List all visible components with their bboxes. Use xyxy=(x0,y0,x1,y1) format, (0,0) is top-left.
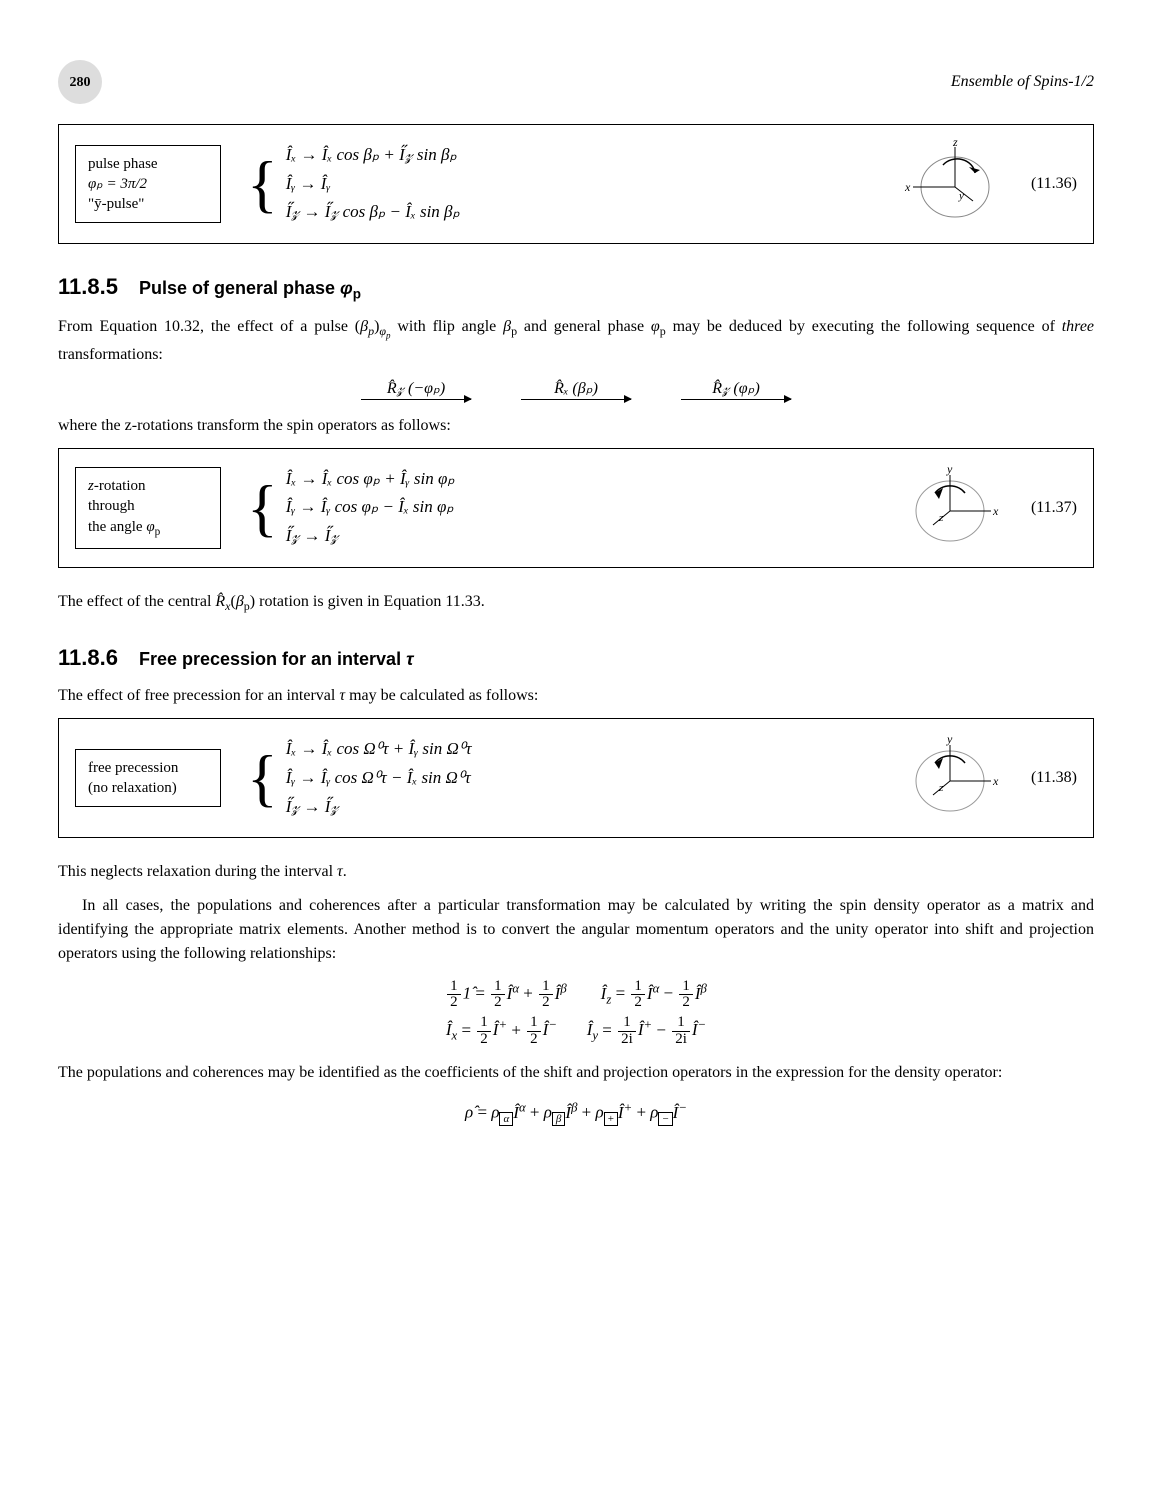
equation-number: (11.36) xyxy=(1031,172,1077,196)
axis-label: y xyxy=(946,733,953,746)
relationship-equations: 121̂ = 12Îα + 12Îβ Îz = 12Îα − 12Îβ Îx =… xyxy=(58,976,1094,1049)
eq-row: Îx = 12Î+ + 12Î− Îy = 12iÎ+ − 12iÎ− xyxy=(58,1013,1094,1050)
equation-number: (11.37) xyxy=(1031,496,1077,520)
eq-line: I̋𝓏 → I̋𝓏 xyxy=(286,793,472,822)
paragraph: where the z-rotations transform the spin… xyxy=(58,414,1094,438)
label-line: through xyxy=(88,496,208,516)
running-head: Ensemble of Spins-1/2 xyxy=(951,70,1094,94)
label-line: pulse phase xyxy=(88,154,208,174)
rotation-label-box: z-rotation through the angle φp xyxy=(75,467,221,549)
label-line: the angle φp xyxy=(88,517,208,540)
density-operator-equation: ρ̂ = ραÎα + ρβÎβ + ρ+Î+ + ρ−Î− xyxy=(58,1095,1094,1130)
equation-box-11-38: free precession (no relaxation) { Îₓ → Î… xyxy=(58,718,1094,838)
arrow-icon xyxy=(361,399,471,400)
rotation-diagram-precession: y x z xyxy=(895,733,1005,823)
axis-label: z xyxy=(952,139,958,149)
rotation-diagram-xz: z x y xyxy=(895,139,1005,229)
section-title: Pulse of general phase φp xyxy=(139,278,361,298)
equation-content: { Îₓ → Îₓ cos βₚ + I̋𝓏 sin βₚ Îᵧ → Îᵧ I̋… xyxy=(247,141,869,228)
paragraph: In all cases, the populations and cohere… xyxy=(58,894,1094,966)
arrow-item: R̂𝓏 (−φₚ) xyxy=(361,377,471,400)
eq-line: Îᵧ → Îᵧ xyxy=(286,170,460,199)
eq-line: Îᵧ → Îᵧ cos φₚ − Îₓ sin φₚ xyxy=(286,493,455,522)
eq-row: 121̂ = 12Îα + 12Îβ Îz = 12Îα − 12Îβ xyxy=(58,976,1094,1013)
axis-label: x xyxy=(992,504,999,518)
section-heading-11-8-5: 11.8.5 Pulse of general phase φp xyxy=(58,270,1094,305)
label-line: z-rotation xyxy=(88,476,208,496)
page-header: 280 Ensemble of Spins-1/2 xyxy=(58,60,1094,104)
transformation-arrows: R̂𝓏 (−φₚ) R̂ₓ (βₚ) R̂𝓏 (φₚ) xyxy=(58,377,1094,400)
arrow-label: R̂𝓏 (−φₚ) xyxy=(361,377,471,401)
left-brace-icon: { xyxy=(247,479,278,537)
axis-label: z xyxy=(938,512,944,524)
label-line: free precession xyxy=(88,758,208,778)
arrow-item: R̂ₓ (βₚ) xyxy=(521,377,631,400)
label-line: (no relaxation) xyxy=(88,778,208,798)
axis-label: y xyxy=(958,190,964,202)
left-brace-icon: { xyxy=(247,749,278,807)
arrow-label: R̂𝓏 (φₚ) xyxy=(681,377,791,401)
eq-line: Îᵧ → Îᵧ cos Ω⁰τ − Îₓ sin Ω⁰τ xyxy=(286,764,472,793)
page-number: 280 xyxy=(70,72,91,93)
paragraph: The effect of free precession for an int… xyxy=(58,684,1094,708)
page-number-badge: 280 xyxy=(58,60,102,104)
arrow-label: R̂ₓ (βₚ) xyxy=(521,377,631,401)
paragraph: This neglects relaxation during the inte… xyxy=(58,860,1094,884)
label-line: "ȳ-pulse" xyxy=(88,194,208,214)
precession-label-box: free precession (no relaxation) xyxy=(75,749,221,808)
paragraph: From Equation 10.32, the effect of a pul… xyxy=(58,315,1094,367)
eq-line: Îₓ → Îₓ cos βₚ + I̋𝓏 sin βₚ xyxy=(286,141,460,170)
axis-label: x xyxy=(992,774,999,788)
eq-line: Îₓ → Îₓ cos φₚ + Îᵧ sin φₚ xyxy=(286,465,455,494)
paragraph: The effect of the central R̂x(βp) rotati… xyxy=(58,590,1094,615)
left-brace-icon: { xyxy=(247,155,278,213)
axis-label: y xyxy=(946,463,953,476)
arrow-icon xyxy=(681,399,791,400)
axis-label: z xyxy=(938,782,944,794)
equation-box-11-37: z-rotation through the angle φp { Îₓ → Î… xyxy=(58,448,1094,568)
section-number: 11.8.6 xyxy=(58,645,118,670)
eq-line: I̋𝓏 → I̋𝓏 xyxy=(286,522,455,551)
axis-label: x xyxy=(904,180,911,194)
pulse-label-box: pulse phase φₚ = 3π/2 "ȳ-pulse" xyxy=(75,145,221,224)
equation-number: (11.38) xyxy=(1031,766,1077,790)
paragraph: The populations and coherences may be id… xyxy=(58,1061,1094,1085)
section-title: Free precession for an interval τ xyxy=(139,649,413,669)
equation-box-11-36: pulse phase φₚ = 3π/2 "ȳ-pulse" { Îₓ → Î… xyxy=(58,124,1094,244)
equation-content: { Îₓ → Îₓ cos φₚ + Îᵧ sin φₚ Îᵧ → Îᵧ cos… xyxy=(247,465,869,552)
label-line: φₚ = 3π/2 xyxy=(88,174,208,194)
section-heading-11-8-6: 11.8.6 Free precession for an interval τ xyxy=(58,641,1094,674)
eq-line: I̋𝓏 → I̋𝓏 cos βₚ − Îₓ sin βₚ xyxy=(286,198,460,227)
arrow-item: R̂𝓏 (φₚ) xyxy=(681,377,791,400)
rotation-diagram-xy: y x z xyxy=(895,463,1005,553)
arrow-icon xyxy=(521,399,631,400)
section-number: 11.8.5 xyxy=(58,274,118,299)
eq-line: Îₓ → Îₓ cos Ω⁰τ + Îᵧ sin Ω⁰τ xyxy=(286,735,472,764)
equation-content: { Îₓ → Îₓ cos Ω⁰τ + Îᵧ sin Ω⁰τ Îᵧ → Îᵧ c… xyxy=(247,735,869,822)
